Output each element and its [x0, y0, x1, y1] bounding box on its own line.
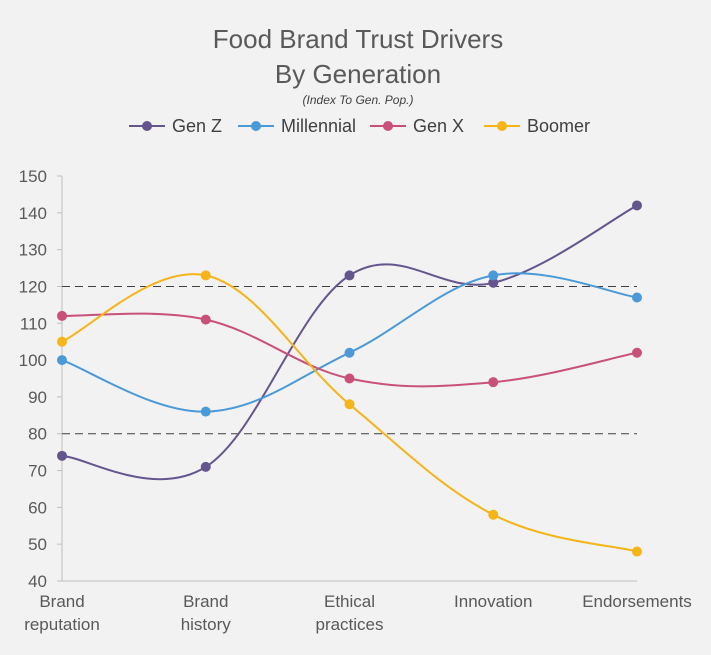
- x-category-label-line: reputation: [24, 615, 100, 634]
- x-category-label: Brand reputation: [24, 592, 100, 634]
- y-tick-label: 70: [28, 462, 47, 481]
- y-tick-label: 130: [19, 241, 47, 260]
- y-tick-label: 120: [19, 277, 47, 296]
- x-category-label: Ethical practices: [315, 592, 383, 634]
- legend-swatch-marker: [497, 121, 507, 131]
- legend-label: Gen Z: [172, 116, 222, 136]
- legend-label: Millennial: [281, 116, 356, 136]
- chart-title-line-1: Food Brand Trust Drivers: [213, 24, 503, 54]
- x-category-label-line: Brand: [183, 592, 228, 611]
- data-point-gen-z: [488, 277, 499, 288]
- series-gen-x: [57, 310, 642, 388]
- series-group: [57, 200, 642, 557]
- x-category-label-line: Brand: [39, 592, 84, 611]
- legend: Gen Z Millennial Gen X Boomer: [129, 116, 590, 136]
- y-tick-label: 100: [19, 351, 47, 370]
- x-category-label: Endorsements: [582, 592, 692, 611]
- data-point-millennial: [57, 355, 67, 366]
- x-category-label: Brand history: [181, 592, 232, 634]
- legend-label: Gen X: [413, 116, 464, 136]
- data-point-boomer: [632, 546, 642, 557]
- data-point-gen-z: [57, 450, 67, 461]
- legend-item-gen-x: Gen X: [370, 116, 464, 136]
- legend-item-gen-z: Gen Z: [129, 116, 222, 136]
- series-boomer: [57, 270, 642, 557]
- data-point-gen-z: [344, 270, 355, 281]
- legend-swatch-marker: [251, 121, 261, 131]
- y-tick-label: 90: [28, 388, 47, 407]
- data-point-gen-x: [200, 314, 211, 325]
- x-category-label-line: Innovation: [454, 592, 532, 611]
- data-point-millennial: [344, 347, 355, 358]
- series-line-millennial: [61, 272, 638, 413]
- x-category-label-line: Ethical: [324, 592, 375, 611]
- legend-item-boomer: Boomer: [484, 116, 590, 136]
- data-point-gen-x: [57, 310, 67, 321]
- x-category-label: Innovation: [454, 592, 532, 611]
- y-tick-label: 140: [19, 204, 47, 223]
- data-point-boomer: [57, 336, 67, 347]
- y-tick-label: 110: [20, 314, 47, 333]
- legend-swatch-marker: [383, 121, 393, 131]
- x-category-label-line: history: [181, 615, 232, 634]
- data-point-boomer: [200, 270, 211, 281]
- y-axis: 40 50 60 70 80 90 100 110 120 130 140 150: [19, 167, 63, 591]
- y-tick-label: 40: [28, 572, 47, 591]
- y-tick-label: 150: [19, 167, 47, 186]
- legend-label: Boomer: [527, 116, 590, 136]
- reference-lines: [62, 285, 637, 435]
- series-line-gen-z: [61, 204, 638, 481]
- series-millennial: [57, 270, 642, 417]
- legend-item-millennial: Millennial: [238, 116, 356, 136]
- series-gen-z: [57, 200, 642, 481]
- data-point-gen-x: [344, 373, 355, 384]
- chart-subtitle: (Index To Gen. Pop.): [303, 93, 414, 107]
- data-point-gen-z: [200, 461, 211, 472]
- data-point-millennial: [632, 292, 642, 303]
- x-axis: Brand reputation Brand history Ethical practi…: [24, 580, 692, 634]
- x-category-label-line: practices: [315, 615, 383, 634]
- data-point-millennial: [488, 270, 499, 281]
- chart-title-line-2: By Generation: [275, 59, 441, 89]
- x-category-label-line: Endorsements: [582, 592, 692, 611]
- data-point-boomer: [344, 399, 355, 410]
- data-point-millennial: [200, 406, 211, 417]
- y-tick-label: 80: [28, 425, 47, 444]
- y-tick-label: 60: [28, 498, 47, 517]
- series-line-boomer: [61, 273, 638, 553]
- data-point-boomer: [488, 509, 499, 520]
- data-point-gen-x: [488, 377, 499, 388]
- data-point-gen-z: [632, 200, 642, 211]
- data-point-gen-x: [632, 347, 642, 358]
- legend-swatch-marker: [142, 121, 152, 131]
- y-tick-label: 50: [28, 535, 47, 554]
